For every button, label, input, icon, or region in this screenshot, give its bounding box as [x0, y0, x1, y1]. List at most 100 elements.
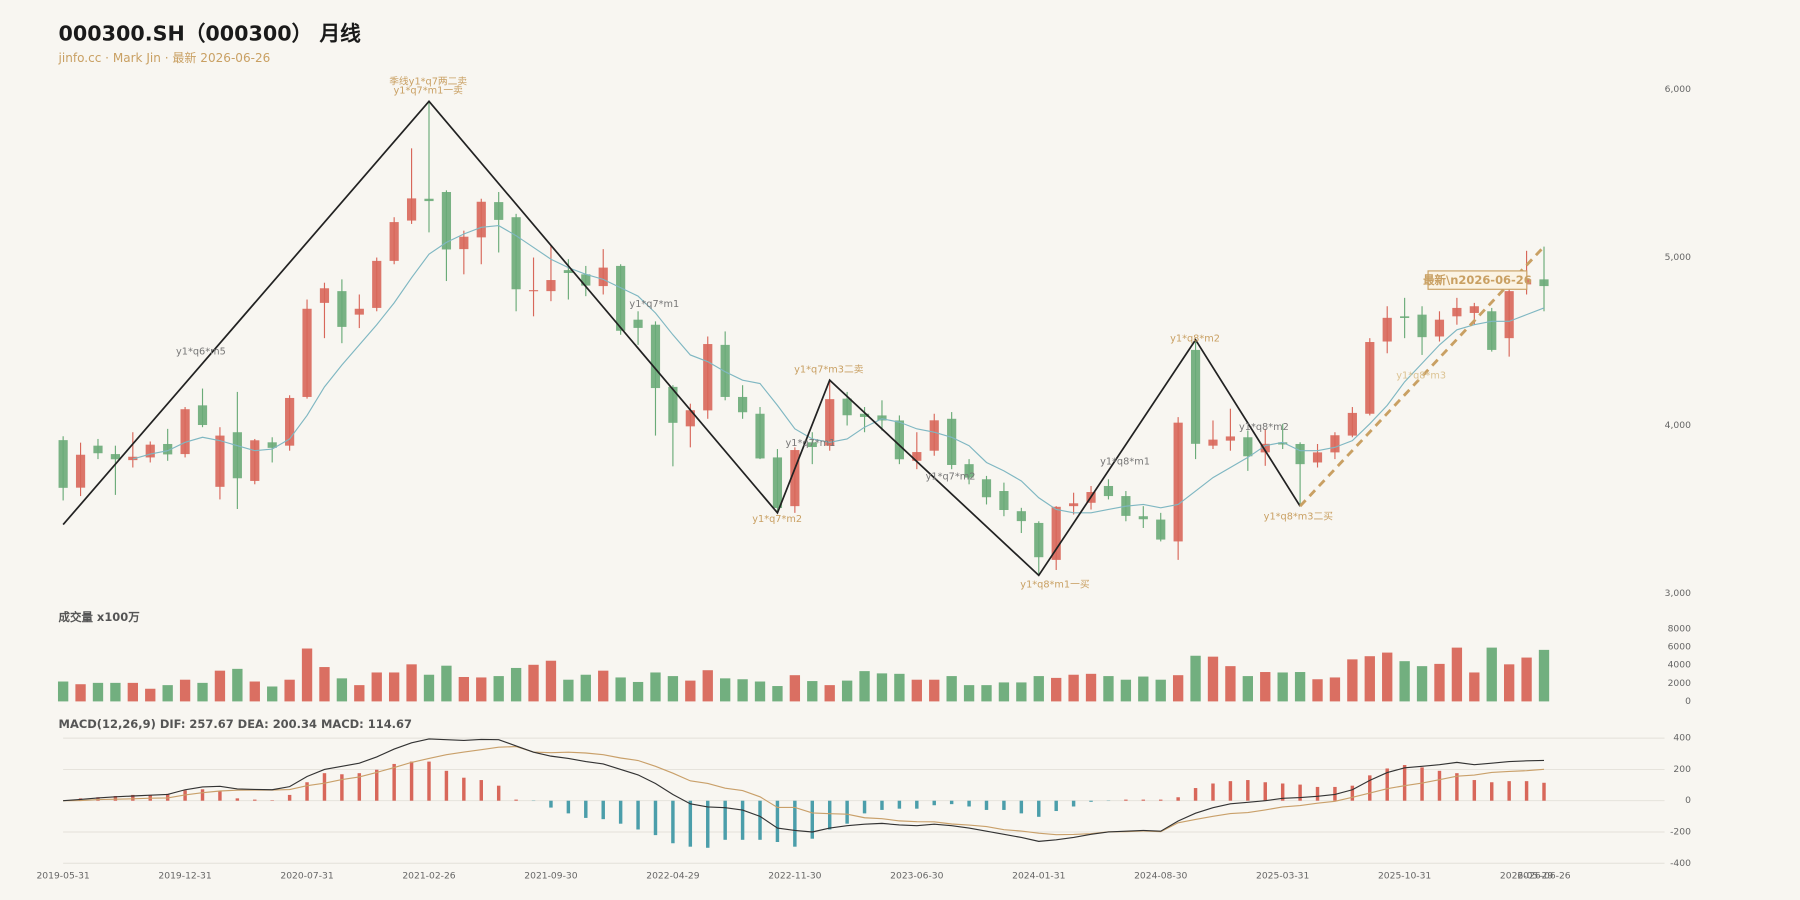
candle-body: [75, 454, 86, 488]
candle-body: [1069, 503, 1079, 507]
candle-body: [859, 413, 870, 417]
candle-body: [1173, 422, 1183, 542]
macd-bar: [1385, 768, 1389, 801]
macd-bar: [1472, 780, 1477, 801]
candle-body: [128, 456, 138, 461]
y-tick-label: 5,000: [1665, 252, 1691, 263]
candle-body: [1190, 349, 1201, 444]
candle-body: [1051, 506, 1061, 560]
macd-title: MACD(12,26,9) DIF: 257.67 DEA: 200.34 MA…: [59, 717, 412, 731]
annotation: y1*q8*m3二买: [1264, 511, 1334, 523]
candle-body: [563, 270, 573, 273]
x-tick-label: 2023-06-30: [890, 870, 943, 881]
candle-body: [999, 491, 1009, 511]
macd-bar: [1455, 773, 1459, 801]
x-tick-label: 2024-01-31: [1012, 870, 1065, 881]
macd-bar: [984, 800, 989, 810]
y-tick-label: 2000: [1668, 678, 1692, 689]
volume-bar: [57, 681, 69, 702]
macd-bar: [1315, 786, 1320, 801]
volume-bar: [1521, 657, 1532, 702]
y-tick-label: 200: [1673, 764, 1691, 775]
y-tick-label: 6000: [1668, 642, 1692, 653]
volume-bar: [214, 670, 226, 702]
macd-bar: [827, 800, 832, 830]
macd-bar: [392, 763, 396, 801]
candle-body: [180, 409, 190, 455]
volume-bar: [1068, 674, 1079, 702]
candle-body: [581, 274, 591, 286]
candle-body: [703, 344, 713, 411]
latest-label-box: [1427, 270, 1528, 290]
annotation: y1*q7*m3二卖: [794, 364, 864, 376]
candle-body: [145, 444, 155, 458]
macd-bar: [1280, 783, 1285, 801]
volume-bar: [476, 677, 487, 702]
annotation: y1*q8*m1一买: [1020, 578, 1090, 590]
candle-body: [772, 457, 783, 508]
candle-body: [354, 308, 364, 315]
macd-bar: [1420, 767, 1424, 801]
candle-body: [1400, 316, 1410, 318]
macd-bar: [601, 800, 605, 820]
volume-bar: [1103, 676, 1114, 702]
candle-body: [668, 386, 678, 423]
candle-body: [511, 217, 521, 290]
macd-bar: [653, 800, 658, 836]
volume-bar: [615, 677, 626, 702]
volume-title: 成交量 x100万: [59, 610, 140, 624]
macd-bar: [218, 791, 222, 801]
candle-body: [1452, 307, 1462, 317]
candle-body: [755, 413, 765, 459]
volume-bar: [1260, 672, 1271, 702]
macd-bar: [949, 800, 954, 805]
candle-body: [1243, 437, 1253, 457]
volume-bar: [388, 672, 400, 702]
y-tick-label: 4000: [1668, 660, 1692, 671]
volume-bar: [946, 676, 957, 702]
macd-bar: [1524, 781, 1529, 801]
candle-body: [790, 450, 800, 507]
candle-body: [197, 405, 208, 426]
macd-bar: [1211, 783, 1215, 801]
x-tick-label: 2025-03-31: [1256, 870, 1309, 881]
volume-bar: [1399, 661, 1410, 702]
y-tick-label: 0: [1685, 795, 1691, 806]
volume-bar: [720, 678, 731, 702]
candle-body: [1016, 511, 1026, 522]
candle-body: [232, 432, 242, 479]
volume-bar: [1051, 677, 1062, 702]
volume-bar: [1155, 679, 1166, 702]
macd-bar: [793, 800, 797, 847]
volume-bar: [894, 673, 905, 702]
volume-bar: [963, 685, 975, 702]
macd-bar: [740, 800, 745, 840]
candle-body: [825, 399, 835, 446]
volume-bar: [563, 679, 574, 702]
volume-bar: [458, 676, 470, 702]
macd-bar: [810, 800, 815, 839]
macd-bar: [1019, 800, 1024, 814]
candle-body: [1034, 522, 1044, 558]
macd-bar: [1176, 797, 1180, 801]
x-tick-label: 2020-07-31: [280, 870, 333, 881]
macd-bar: [1141, 799, 1146, 801]
macd-bar: [1542, 782, 1546, 801]
macd-bar: [1089, 800, 1093, 802]
candle-body: [441, 192, 452, 250]
annotation: y1*q7*m1: [786, 438, 836, 449]
volume-bar: [179, 679, 191, 702]
volume-bar: [1172, 675, 1184, 702]
candle-body: [1487, 311, 1497, 350]
candle-body: [372, 260, 382, 308]
volume-bar: [876, 673, 888, 702]
y-tick-label: 6,000: [1665, 84, 1691, 95]
candle-body: [1365, 342, 1375, 414]
macd-bar: [235, 798, 240, 801]
volume-bar: [1207, 656, 1219, 702]
candle-body: [981, 479, 992, 498]
macd-bar: [1368, 775, 1372, 801]
annotation: y1*q8*m2: [1239, 422, 1289, 433]
macd-bar: [375, 769, 379, 801]
